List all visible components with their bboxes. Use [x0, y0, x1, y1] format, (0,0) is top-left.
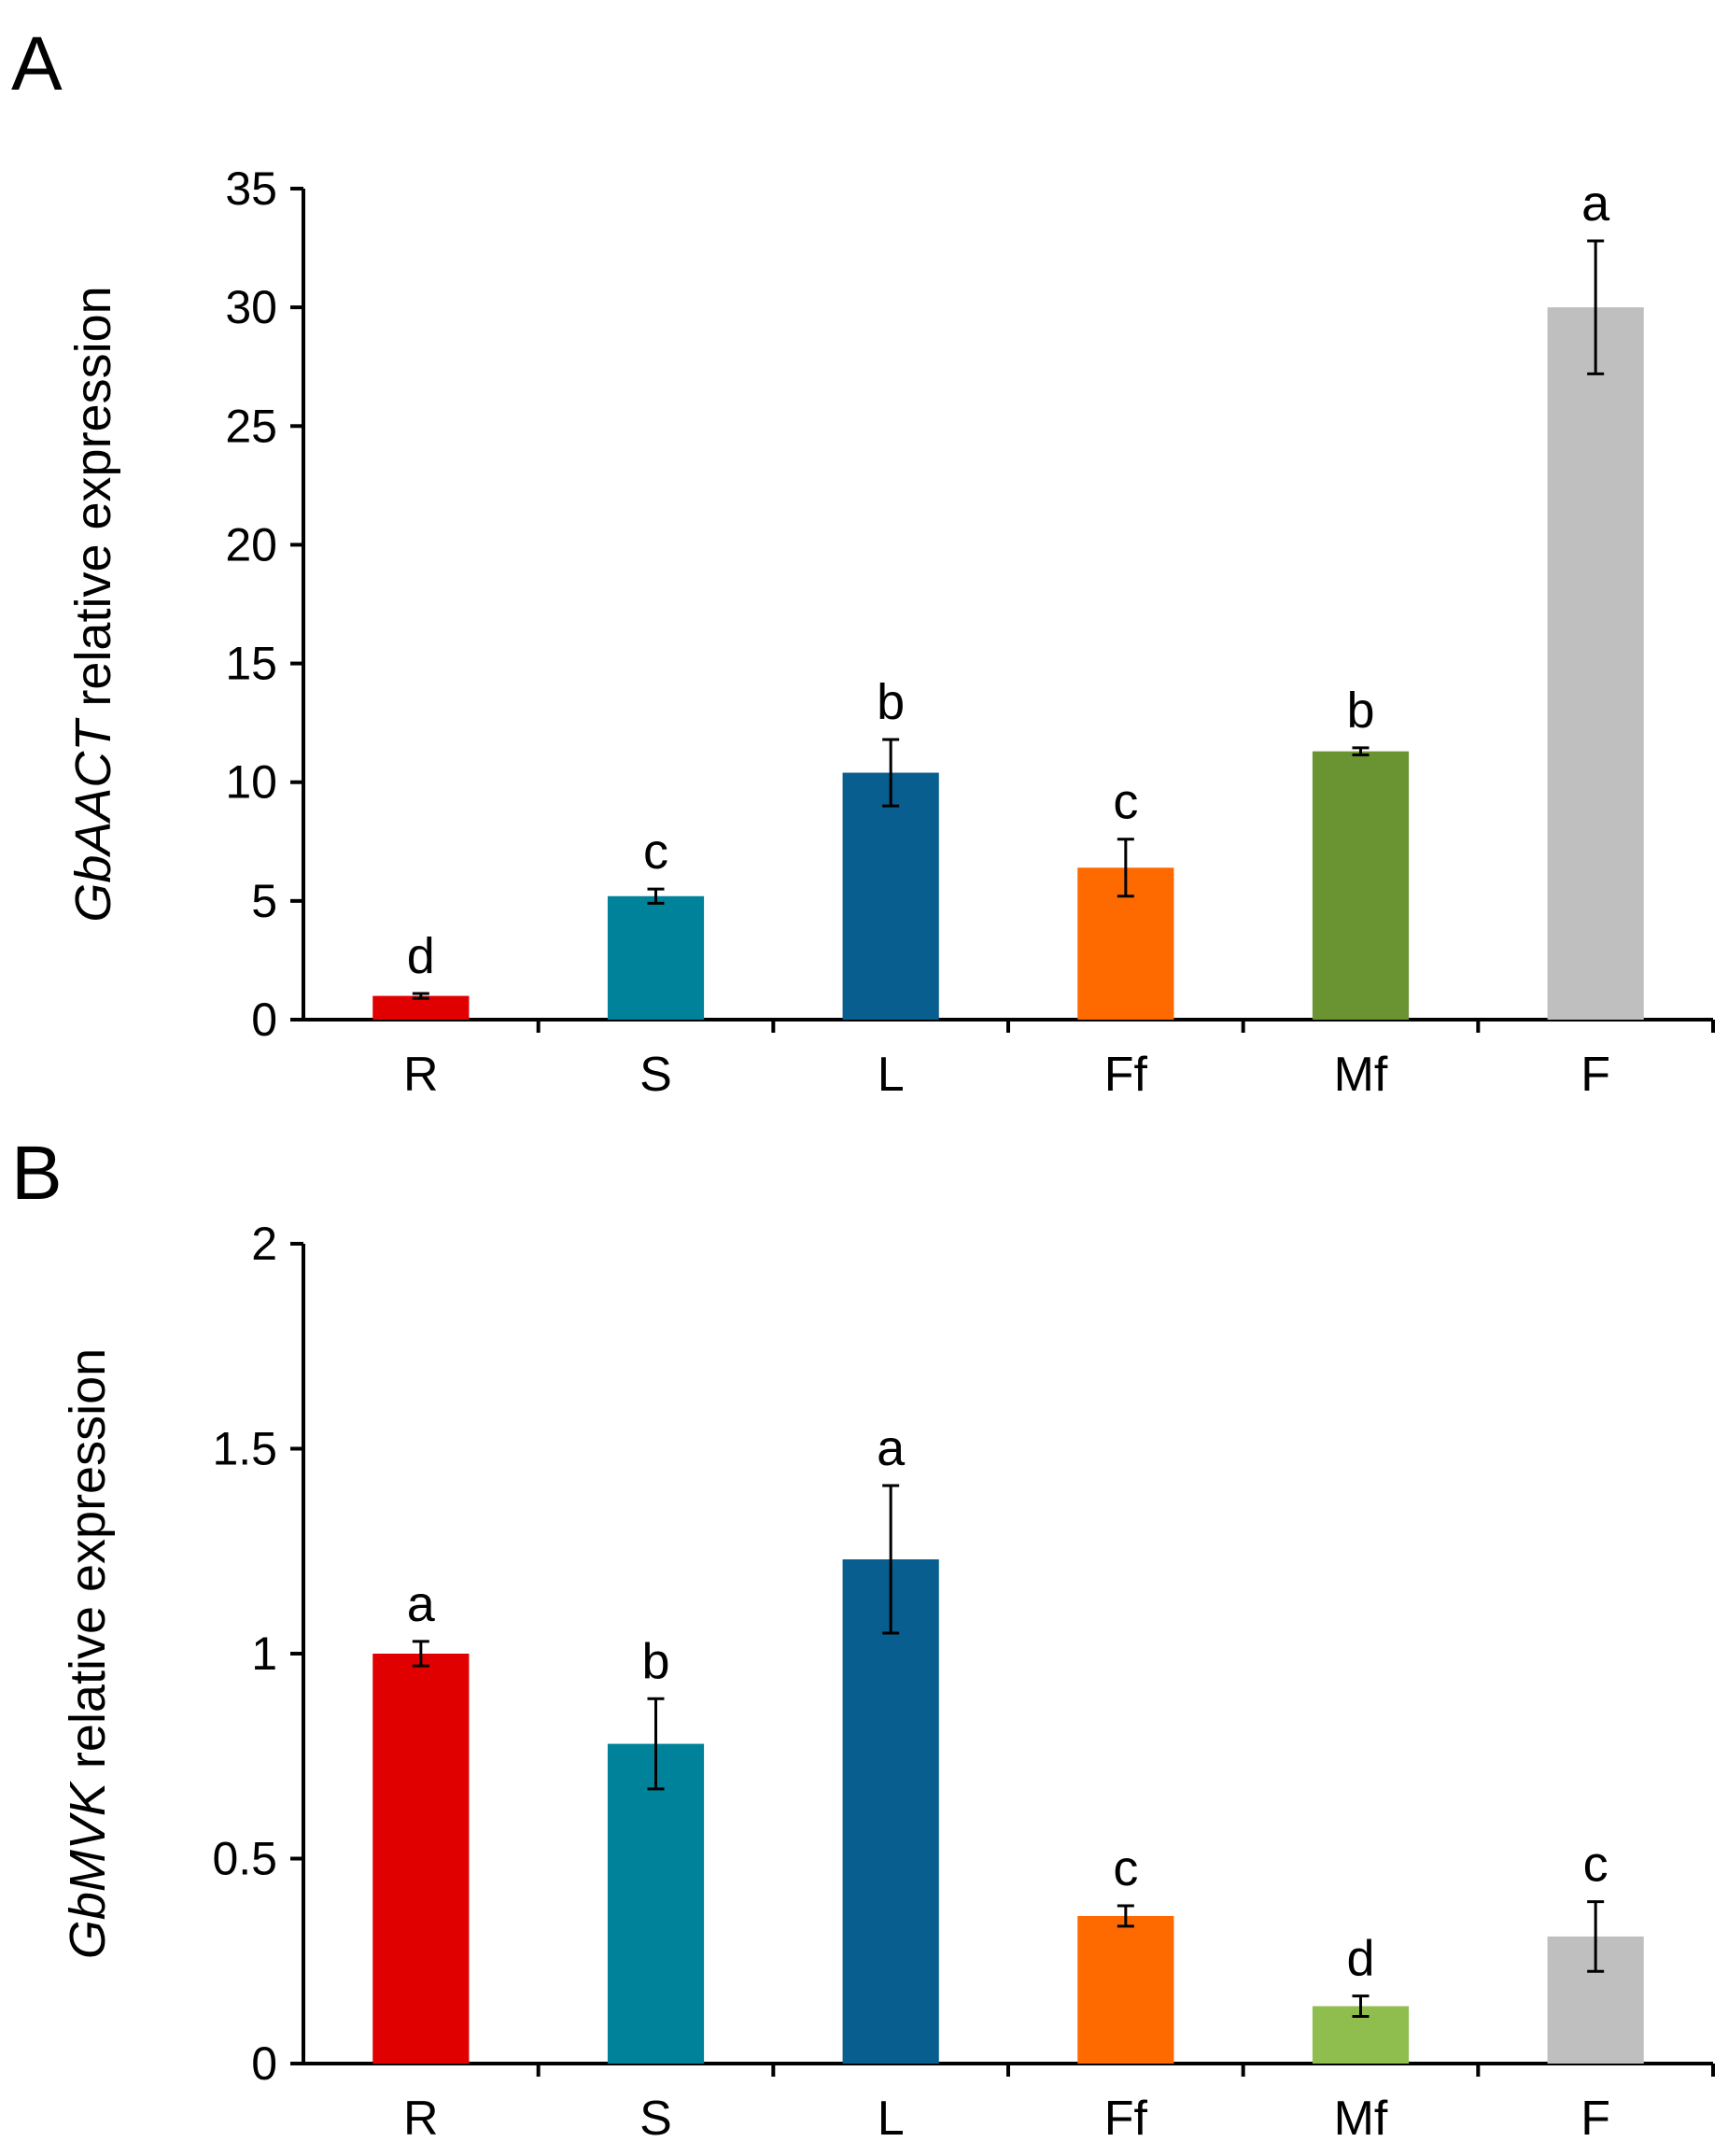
bar-a-mf	[1312, 751, 1410, 1020]
panel-letter-a: A	[11, 21, 63, 106]
y-tick-label-a: 30	[225, 281, 277, 333]
error-bar-a-r	[412, 992, 429, 1000]
y-tick-label-b: 0.5	[212, 1833, 277, 1885]
category-label-a-f: F	[1580, 1048, 1610, 1102]
significance-label-a-f: a	[1581, 176, 1610, 232]
category-label-b-mf: Mf	[1334, 2092, 1388, 2146]
bar-a-l	[842, 772, 939, 1020]
y-axis-label-gene-a: GbAACT	[65, 717, 121, 923]
bar-b-ff	[1077, 1915, 1174, 2064]
panel-letter-b: B	[11, 1131, 63, 1216]
category-label-a-ff: Ff	[1104, 1048, 1148, 1102]
y-axis-label-text-b: relative expression	[60, 1348, 116, 1783]
y-tick-label-a: 10	[225, 756, 277, 809]
y-axis-label-a: GbAACT relative expression	[65, 286, 121, 922]
error-bar-b-f	[1587, 1900, 1605, 1973]
significance-label-b-s: b	[641, 1633, 669, 1689]
category-label-b-l: L	[878, 2092, 905, 2146]
y-tick-label-b: 1.5	[212, 1423, 277, 1475]
y-tick-label-b: 1	[251, 1628, 277, 1680]
significance-label-a-s: c	[643, 824, 668, 880]
error-bar-a-mf	[1352, 746, 1370, 756]
y-tick-label-a: 20	[225, 518, 277, 571]
error-bar-a-f	[1587, 239, 1605, 375]
error-bar-a-s	[647, 887, 665, 905]
significance-label-b-mf: d	[1346, 1931, 1374, 1987]
error-bar-a-l	[882, 738, 900, 808]
bar-a-s	[607, 895, 705, 1020]
significance-label-b-f: c	[1583, 1837, 1609, 1893]
bar-a-r	[372, 995, 470, 1020]
category-label-b-ff: Ff	[1104, 2092, 1148, 2146]
error-bar-a-ff	[1117, 838, 1134, 898]
y-tick-label-a: 15	[225, 638, 277, 690]
category-label-a-l: L	[878, 1048, 905, 1102]
plot-area-b: 0 0.5 1 1.5 2 a Rb Sa Lc Ff d Mf c F GbMVK relative ex…	[60, 1218, 1715, 2146]
category-label-a-s: S	[639, 1048, 672, 1102]
y-axis-label-gene-b: GbMVK	[60, 1781, 116, 1959]
significance-label-b-ff: c	[1113, 1840, 1138, 1896]
bar-b-r	[372, 1654, 470, 2064]
y-tick-label-b: 2	[251, 1218, 277, 1270]
category-label-b-f: F	[1580, 2092, 1610, 2146]
significance-label-b-r: a	[407, 1576, 436, 1632]
bar-b-l	[842, 1559, 939, 2064]
y-axis-label-b: GbMVK relative expression	[60, 1348, 116, 1959]
y-tick-label-a: 25	[225, 400, 277, 452]
significance-label-a-r: d	[407, 928, 435, 984]
chart-panel-a: A 0 5 10 15 20 25 30 35 d Rc Sb Lc Ff b Mf a F GbAACT rel…	[11, 21, 1715, 1102]
y-tick-label-a: 5	[251, 875, 277, 927]
significance-label-b-l: a	[877, 1420, 906, 1476]
y-axis-label-text-a: relative expression	[65, 286, 121, 720]
category-label-a-mf: Mf	[1334, 1048, 1388, 1102]
chart-panel-b: B 0 0.5 1 1.5 2 a Rb Sa Lc Ff d Mf c F GbMVK relative …	[11, 1131, 1715, 2146]
error-bar-b-mf	[1352, 1994, 1370, 2019]
significance-label-a-ff: c	[1113, 774, 1138, 830]
bar-a-f	[1547, 307, 1644, 1021]
y-tick-label-a: 0	[251, 993, 277, 1046]
significance-label-a-mf: b	[1346, 683, 1374, 739]
bar-b-s	[607, 1743, 705, 2064]
error-bar-b-s	[647, 1697, 665, 1791]
category-label-b-r: R	[403, 2092, 439, 2146]
plot-area-a: 0 5 10 15 20 25 30 35 d Rc Sb Lc Ff b Mf a F GbAACT relat…	[65, 162, 1715, 1102]
error-bar-b-r	[412, 1640, 429, 1668]
error-bar-b-l	[882, 1484, 900, 1635]
category-label-b-s: S	[639, 2092, 672, 2146]
category-label-a-r: R	[403, 1048, 439, 1102]
y-tick-label-a: 35	[225, 162, 277, 215]
y-tick-label-b: 0	[251, 2037, 277, 2090]
error-bar-b-ff	[1117, 1904, 1134, 1928]
significance-label-a-l: b	[877, 674, 905, 730]
